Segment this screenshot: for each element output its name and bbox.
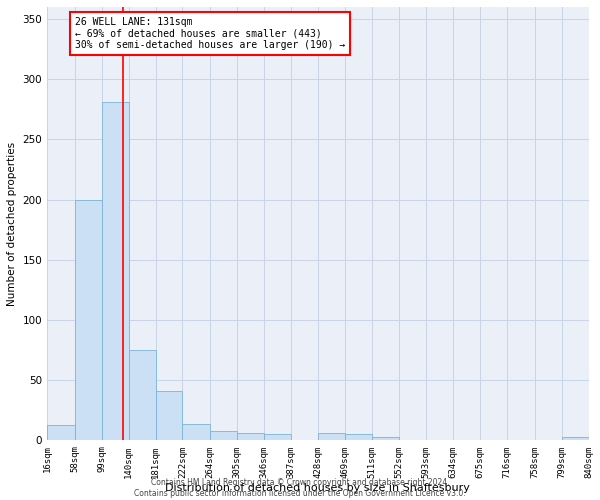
Bar: [237, 433, 264, 440]
Bar: [210, 431, 237, 440]
Bar: [345, 434, 373, 440]
Bar: [47, 424, 75, 440]
Bar: [155, 391, 182, 440]
Bar: [128, 350, 155, 440]
Y-axis label: Number of detached properties: Number of detached properties: [7, 142, 17, 306]
X-axis label: Distribution of detached houses by size in Shaftesbury: Distribution of detached houses by size …: [166, 483, 470, 493]
Bar: [264, 434, 291, 440]
Text: 26 WELL LANE: 131sqm
← 69% of detached houses are smaller (443)
30% of semi-deta: 26 WELL LANE: 131sqm ← 69% of detached h…: [75, 16, 345, 50]
Bar: [373, 437, 400, 440]
Bar: [182, 424, 210, 440]
Bar: [562, 437, 589, 440]
Bar: [318, 433, 345, 440]
Bar: [75, 200, 101, 440]
Text: Contains HM Land Registry data © Crown copyright and database right 2024.
Contai: Contains HM Land Registry data © Crown c…: [134, 478, 466, 498]
Bar: [101, 102, 128, 440]
